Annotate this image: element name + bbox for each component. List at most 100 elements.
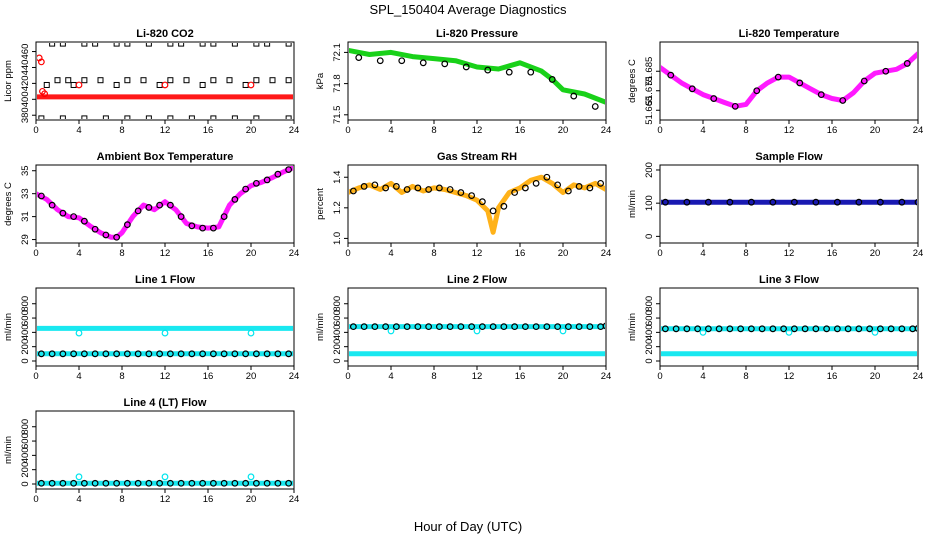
x-tick-label: 24 [289,494,300,505]
point-rh-hourly [597,179,605,187]
y-tick-label: 400 [20,324,31,340]
point-temperature-hourly [860,77,868,85]
point-temperature-hourly [882,67,890,75]
x-tick-label: 8 [743,371,748,382]
point-line3-hourly [683,325,691,333]
y-tick-label: 460 [20,44,31,60]
point-line1-hourly [209,350,217,358]
x-tick-label: 20 [870,371,881,382]
point-line4-hourly [134,479,142,487]
x-tick-label: 12 [472,125,483,136]
point-line3-dips [785,328,793,336]
point-co2-red-points [75,81,83,89]
point-line4-hourly [37,479,45,487]
point-co2-low [210,115,217,119]
figure-title: SPL_150404 Average Diagnostics [369,2,567,17]
point-co2-mid [124,77,131,84]
y-tick-label: 800 [332,296,343,312]
point-line3-hourly [747,325,755,333]
x-tick-label: 16 [515,371,526,382]
point-co2-red-points [161,81,169,89]
panel-2: Li-820 Pressure kPa 0 4 8 12 16 20 24 71.5 71.8 72.… [315,28,611,136]
point-line4-hourly [102,479,110,487]
point-box-temperature-hourly [91,225,99,233]
point-co2-mid [253,77,260,84]
x-tick-label: 8 [119,248,124,259]
y-tick-label: 800 [644,296,655,312]
point-co2-mid [97,77,104,84]
point-sample-flow-hourly [790,198,798,206]
point-line4-hourly [242,479,250,487]
point-co2-low [81,115,88,119]
point-box-temperature-hourly [188,222,196,230]
x-tick-label: 20 [558,125,569,136]
x-tick-label: 16 [203,494,214,505]
point-co2-mid [81,77,88,84]
point-line2-hourly [500,323,508,331]
x-tick-label: 24 [913,371,924,382]
point-line3-hourly [715,325,723,333]
point-line4-spikes [247,473,255,481]
point-box-temperature-hourly [48,201,56,209]
y-tick-label: 100 [644,195,655,211]
y-tick-label: 1.4 [332,171,343,184]
x-tick-label: 16 [203,371,214,382]
point-co2-red-points [37,58,45,66]
point-line4-hourly [123,479,131,487]
y-tick-label: 400 [20,91,31,107]
x-tick-label: 4 [388,248,393,259]
x-tick-label: 12 [160,494,171,505]
point-line1-hourly [199,350,207,358]
x-tick-label: 20 [558,248,569,259]
point-pressure-hourly [355,54,363,61]
point-pressure-hourly [505,68,513,76]
point-rh-hourly [382,184,390,192]
y-tick-label: 71.8 [332,74,343,93]
point-rh-hourly [564,187,572,195]
point-line1-dips [161,329,169,337]
point-line1-hourly [231,350,239,358]
point-sample-flow-hourly [833,198,841,206]
point-line1-hourly [59,350,67,358]
panel-title: Line 4 (LT) Flow [124,397,207,409]
y-tick-label: 33 [20,188,31,199]
x-tick-label: 24 [289,248,300,259]
x-tick-label: 4 [76,125,81,136]
point-line4-hourly [199,479,207,487]
y-tick-label: 800 [20,419,31,435]
y-tick-label: 51.675 [644,76,655,105]
panel-title: Li-820 Pressure [436,28,518,40]
point-co2-mid [113,81,120,88]
x-tick-label: 24 [913,248,924,259]
point-co2-mid [70,81,77,88]
point-line3-hourly [833,325,841,333]
x-tick-label: 0 [345,248,350,259]
point-sample-flow-hourly [683,198,691,206]
point-rh-hourly [478,198,486,206]
point-co2-high [231,43,238,47]
point-box-temperature-hourly [166,201,174,209]
y-tick-label: 600 [20,310,31,326]
y-tick-label: 51.665 [644,96,655,125]
x-tick-label: 0 [33,125,38,136]
point-co2-high [285,43,292,47]
point-line4-hourly [91,479,99,487]
point-co2-mid [43,81,50,88]
point-co2-high [59,43,66,47]
y-tick-label: 0 [20,358,31,363]
point-co2-high [264,43,271,47]
point-temperature-hourly [753,87,761,95]
point-co2-high [81,43,88,47]
y-tick-label: 1.2 [332,201,343,214]
point-pressure-hourly [570,92,578,100]
point-line3-hourly [866,325,874,333]
point-pressure-hourly [419,59,427,67]
point-line1-hourly [113,350,121,358]
point-co2-low [124,115,131,119]
point-rh-hourly [500,202,508,210]
point-co2-mid [54,77,61,84]
point-co2-mid [167,77,174,84]
panel-title: Sample Flow [755,151,823,163]
